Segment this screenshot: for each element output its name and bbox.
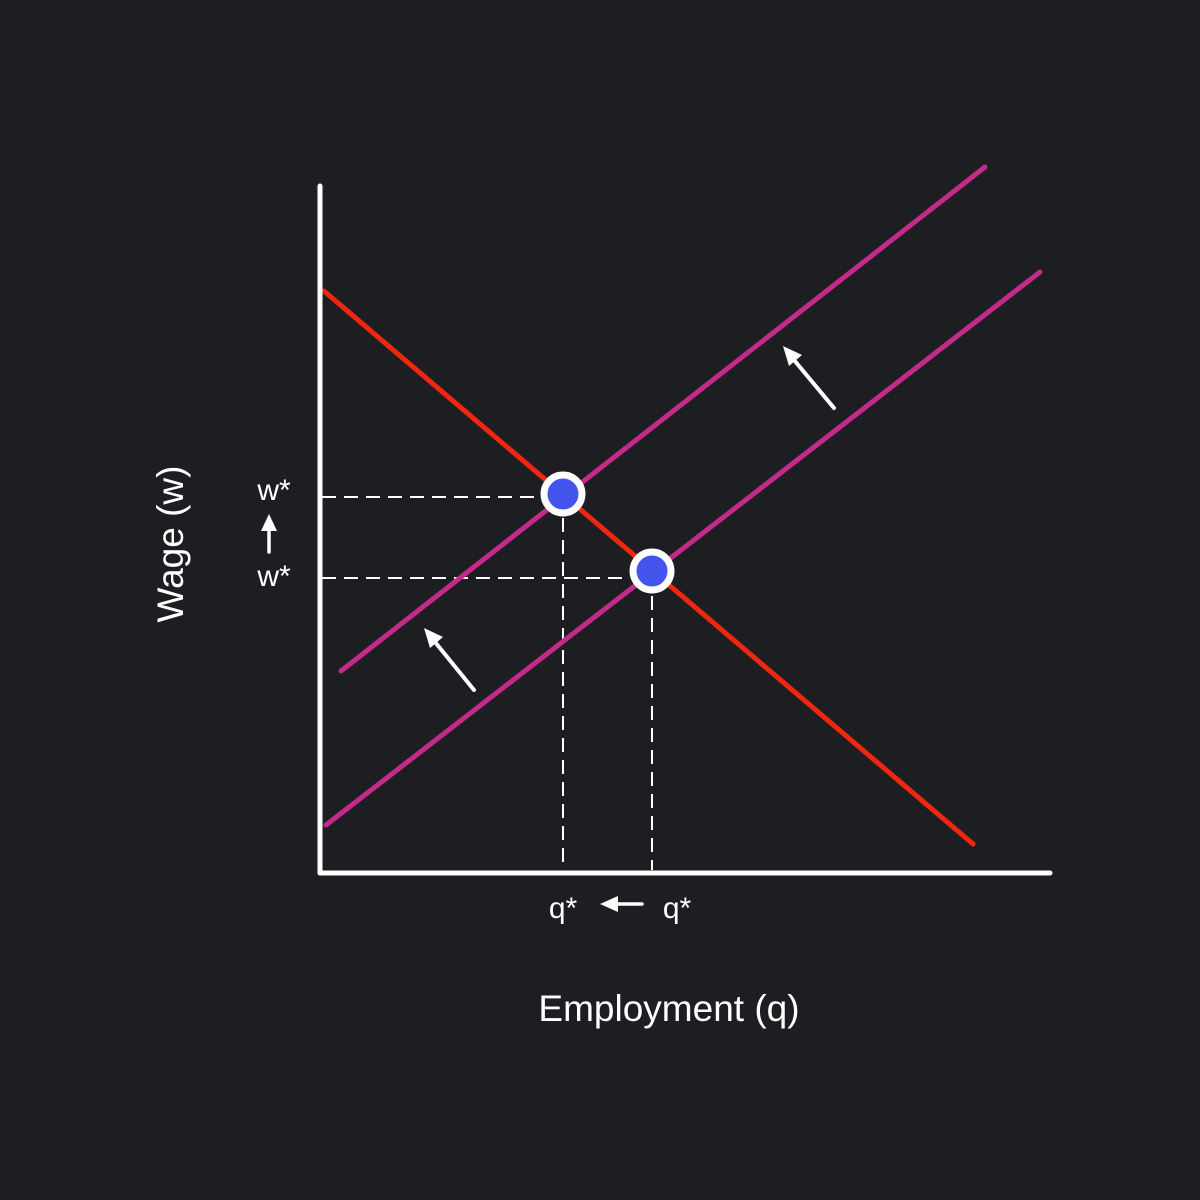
up-arrow-icon [261, 514, 277, 554]
quantity-original-label: q* [663, 892, 692, 925]
wage-original-label: w* [256, 560, 291, 593]
up-left-arrow-icon [424, 628, 476, 692]
supply-curve-original [323, 269, 1043, 828]
y-axis-title: Wage (w) [150, 466, 191, 623]
guide-lines [322, 496, 653, 870]
x-axis-title: Employment (q) [538, 988, 799, 1029]
axes [317, 183, 1053, 876]
equilibrium-point-new [540, 471, 586, 517]
supply-curve-shifted [338, 164, 988, 674]
left-arrow-icon [600, 896, 644, 912]
quantity-new-label: q* [549, 892, 578, 925]
equilibrium-point-original [629, 548, 675, 594]
wage-new-label: w* [256, 474, 291, 507]
up-left-arrow-icon [783, 346, 836, 410]
